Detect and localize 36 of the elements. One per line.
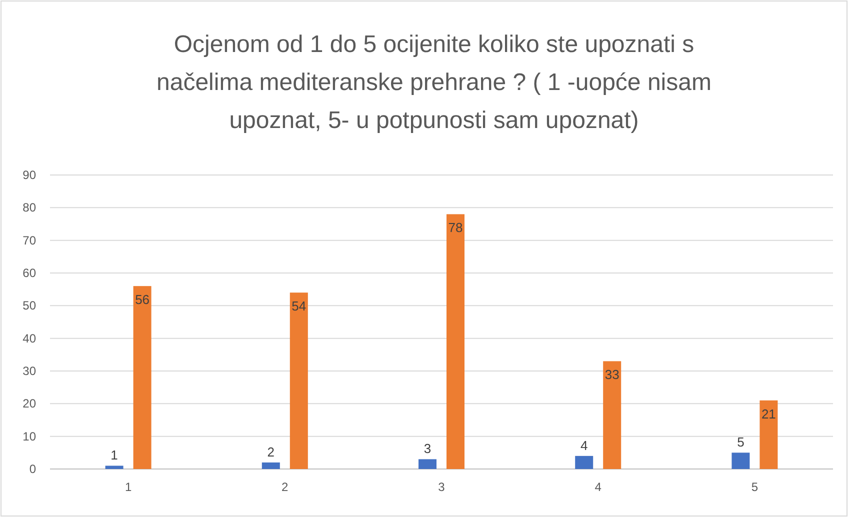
chart-title: Ocjenom od 1 do 5 ocijenite koliko ste upoznati s načelima mediteranske prehrane ? ( 1 -uopće nisam upoznat, 5- u potpunosti sam upoznat) — [156, 31, 712, 134]
data-label: 4 — [580, 438, 588, 453]
x-tick-label: 5 — [751, 480, 758, 494]
y-tick-label: 90 — [22, 168, 36, 182]
data-label: 3 — [424, 441, 432, 456]
data-label: 5 — [737, 434, 744, 450]
y-tick-label: 30 — [22, 364, 36, 378]
data-label: 78 — [448, 220, 463, 236]
x-tick-label: 2 — [282, 480, 289, 494]
bar — [603, 361, 622, 469]
y-tick-label: 40 — [22, 331, 36, 346]
x-tick-label: 3 — [438, 480, 446, 494]
data-label: 33 — [604, 367, 620, 382]
x-tick-label: 4 — [594, 480, 602, 494]
bar — [133, 286, 152, 469]
bar — [290, 292, 308, 469]
bar — [446, 214, 464, 469]
y-tick-label: 80 — [22, 200, 36, 215]
data-label: 2 — [267, 444, 275, 460]
y-tick-label: 60 — [22, 266, 36, 280]
data-label: 21 — [761, 406, 776, 422]
y-tick-label: 10 — [22, 429, 36, 444]
bar — [262, 462, 280, 469]
data-label: 56 — [135, 292, 150, 308]
x-tick-label: 1 — [124, 480, 132, 494]
y-tick-label: 70 — [22, 233, 36, 248]
y-tick-label: 50 — [22, 298, 36, 313]
bar — [732, 452, 750, 469]
bar — [760, 400, 778, 469]
y-tick-label: 20 — [22, 396, 36, 411]
bar — [105, 466, 124, 469]
bar — [418, 459, 436, 469]
bar — [575, 456, 594, 469]
y-tick-label: 0 — [29, 462, 36, 476]
data-label: 1 — [110, 448, 118, 463]
data-label: 54 — [292, 298, 306, 314]
